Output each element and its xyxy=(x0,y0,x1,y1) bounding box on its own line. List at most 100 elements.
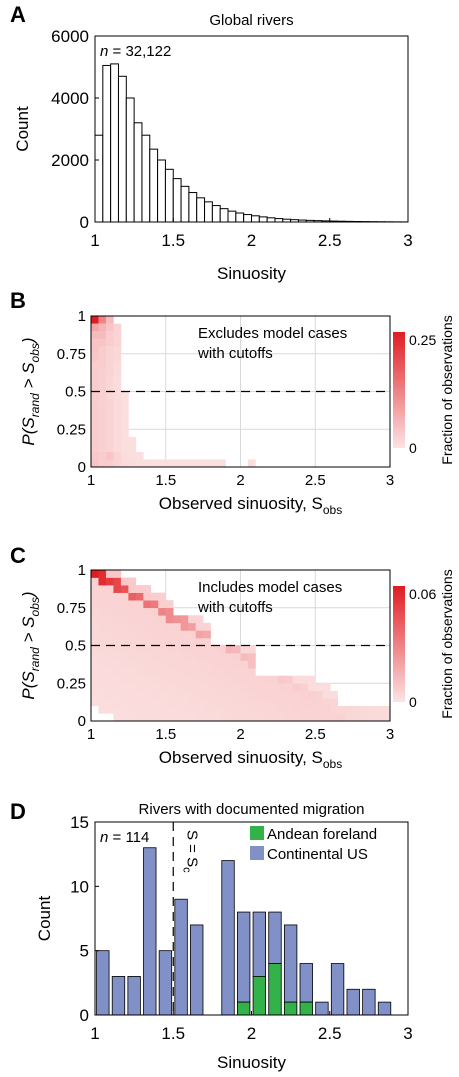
heatmap-cell xyxy=(120,713,129,722)
heatmap-cell xyxy=(105,600,114,609)
heatmap-cell xyxy=(315,713,324,722)
heatmap-cell xyxy=(91,637,99,646)
histogram-bar xyxy=(133,122,143,223)
heatmap-cell xyxy=(218,668,226,676)
heatmap-cell xyxy=(91,615,99,624)
y-axis-label: P(Srand > Sobs) xyxy=(19,337,42,445)
heatmap-cell xyxy=(150,705,159,714)
heatmap-cell xyxy=(113,705,122,714)
heatmap-cell xyxy=(135,690,144,699)
heatmap-cell xyxy=(98,399,107,407)
heatmap-cell xyxy=(180,690,189,699)
heatmap-cell xyxy=(165,668,174,676)
heatmap-cell xyxy=(143,592,152,601)
heatmap-cell xyxy=(135,630,144,639)
heatmap-cell xyxy=(105,429,114,438)
heatmap-cell xyxy=(105,451,114,460)
sample-size-note: n = 114 xyxy=(100,829,149,846)
heatmap-cell xyxy=(150,615,159,624)
heatmap-cell xyxy=(188,653,196,661)
heatmap-cell xyxy=(105,675,114,684)
heatmap-cell xyxy=(330,698,338,707)
heatmap-cell xyxy=(180,675,189,684)
heatmap-cell xyxy=(165,600,174,609)
heatmap-cell xyxy=(105,368,114,377)
y-tick-label: 1 xyxy=(78,308,86,325)
heatmap-cell xyxy=(218,675,226,684)
x-tick-label: 2.5 xyxy=(318,1024,342,1043)
y-tick-label: 5 xyxy=(80,942,89,961)
heatmap-cell xyxy=(203,653,211,661)
heatmap-cell xyxy=(300,675,309,684)
y-tick-label: 0.75 xyxy=(57,346,86,363)
y-tick-label: 10 xyxy=(70,877,89,896)
x-tick-label: 1 xyxy=(87,472,95,489)
heatmap-cell xyxy=(143,690,152,699)
heatmap-cell xyxy=(91,368,99,377)
heatmap-cell xyxy=(150,698,159,707)
heatmap-cell xyxy=(173,645,181,654)
heatmap-cell xyxy=(180,645,189,654)
heatmap-cell xyxy=(292,713,301,722)
y-tick-label: 2000 xyxy=(51,151,89,170)
heatmap-cell xyxy=(113,630,122,639)
heatmap-cell xyxy=(113,444,122,453)
heatmap-cell xyxy=(210,690,219,699)
bar-continental-us xyxy=(190,924,204,1016)
histogram-bar xyxy=(196,197,206,223)
heatmap-cell xyxy=(203,668,211,676)
heatmap-cell xyxy=(91,436,99,445)
colorbar-max-label: 0.25 xyxy=(409,332,436,348)
heatmap-cell xyxy=(367,705,376,714)
heatmap-cell xyxy=(143,615,152,624)
histogram-bar xyxy=(149,148,159,223)
heatmap-cell xyxy=(285,683,294,692)
panel-letter: C xyxy=(10,543,26,568)
heatmap-cell xyxy=(180,683,189,692)
heatmap-cell xyxy=(128,690,137,699)
heatmap-cell xyxy=(120,459,129,468)
x-tick-label: 1 xyxy=(90,231,99,250)
heatmap-cell xyxy=(255,690,264,699)
x-tick-label: 1.5 xyxy=(161,231,185,250)
heatmap-cell xyxy=(120,406,129,415)
heatmap-cell xyxy=(165,459,174,468)
heatmap-cell xyxy=(91,376,99,385)
heatmap-cell xyxy=(113,675,122,684)
heatmap-cell xyxy=(120,592,129,601)
y-axis-label: P(Srand > Sobs) xyxy=(19,591,42,699)
heatmap-cell xyxy=(113,698,122,707)
heatmap-cell xyxy=(270,698,279,707)
histogram-bar xyxy=(204,201,213,223)
heatmap-cell xyxy=(128,600,137,609)
histogram-bar xyxy=(188,192,198,223)
heatmap-cell xyxy=(91,391,99,400)
colorbar xyxy=(393,586,405,702)
heatmap-cell xyxy=(210,668,219,676)
heatmap-cell xyxy=(218,713,226,722)
heatmap-cell xyxy=(247,668,256,676)
heatmap-cell xyxy=(195,615,204,624)
heatmap-cell xyxy=(315,705,324,714)
heatmap-cell xyxy=(113,406,122,415)
reference-line-label: S = Sc xyxy=(180,830,200,873)
heatmap-cell xyxy=(113,331,122,339)
heatmap-cell xyxy=(128,637,137,646)
y-tick-label: 0 xyxy=(80,213,89,232)
heatmap-cell xyxy=(233,660,241,669)
x-tick-label: 2 xyxy=(236,472,244,489)
heatmap-cell xyxy=(113,451,122,460)
heatmap-cell xyxy=(225,660,234,669)
heatmap-cell xyxy=(113,346,122,355)
heatmap-cell xyxy=(240,698,249,707)
heatmap-cell xyxy=(218,705,226,714)
heatmap-cell xyxy=(158,653,167,661)
heatmap-cell xyxy=(233,698,241,707)
heatmap-cell xyxy=(98,316,107,324)
heatmap-cell xyxy=(113,391,122,400)
bar-continental-us xyxy=(237,911,251,1003)
heatmap-cell xyxy=(225,698,234,707)
heatmap-cell xyxy=(120,690,129,699)
heatmap-cell xyxy=(120,683,129,692)
heatmap-cell xyxy=(382,705,391,714)
